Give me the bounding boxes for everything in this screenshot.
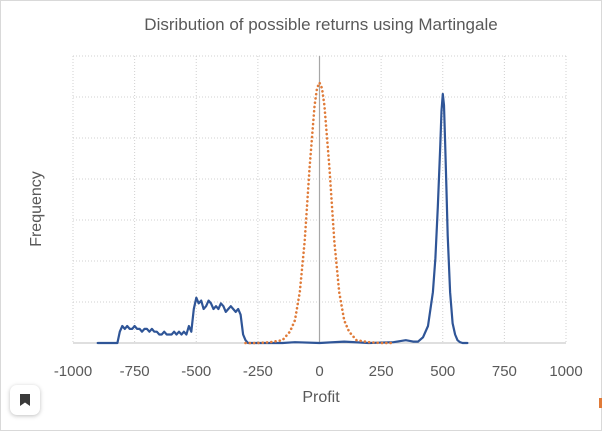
chart-title: Disribution of possible returns using Ma… xyxy=(144,15,498,34)
x-tick-label: 750 xyxy=(492,363,517,380)
x-tick-label: 1000 xyxy=(549,363,582,380)
x-tick-label: -1000 xyxy=(54,363,92,380)
series-layer xyxy=(96,81,469,345)
x-tick-label: 0 xyxy=(315,363,323,380)
x-tick-label: -250 xyxy=(243,363,273,380)
x-tick-label: -750 xyxy=(120,363,150,380)
x-tick-label: 500 xyxy=(430,363,455,380)
series-line-dotted xyxy=(244,81,395,345)
x-axis-title: Profit xyxy=(302,389,340,406)
x-tick-label: 250 xyxy=(369,363,394,380)
tick-layer: -1000 -750 -500 -250 0 250 500 750 1000 xyxy=(54,363,583,380)
y-axis-title: Frequency xyxy=(28,171,45,247)
bookmark-icon xyxy=(20,394,30,406)
axis-layer xyxy=(73,56,566,344)
x-tick-label: -500 xyxy=(181,363,211,380)
bookmark-button[interactable] xyxy=(10,385,40,415)
series-line-solid xyxy=(96,92,469,345)
edge-marker xyxy=(599,398,602,408)
